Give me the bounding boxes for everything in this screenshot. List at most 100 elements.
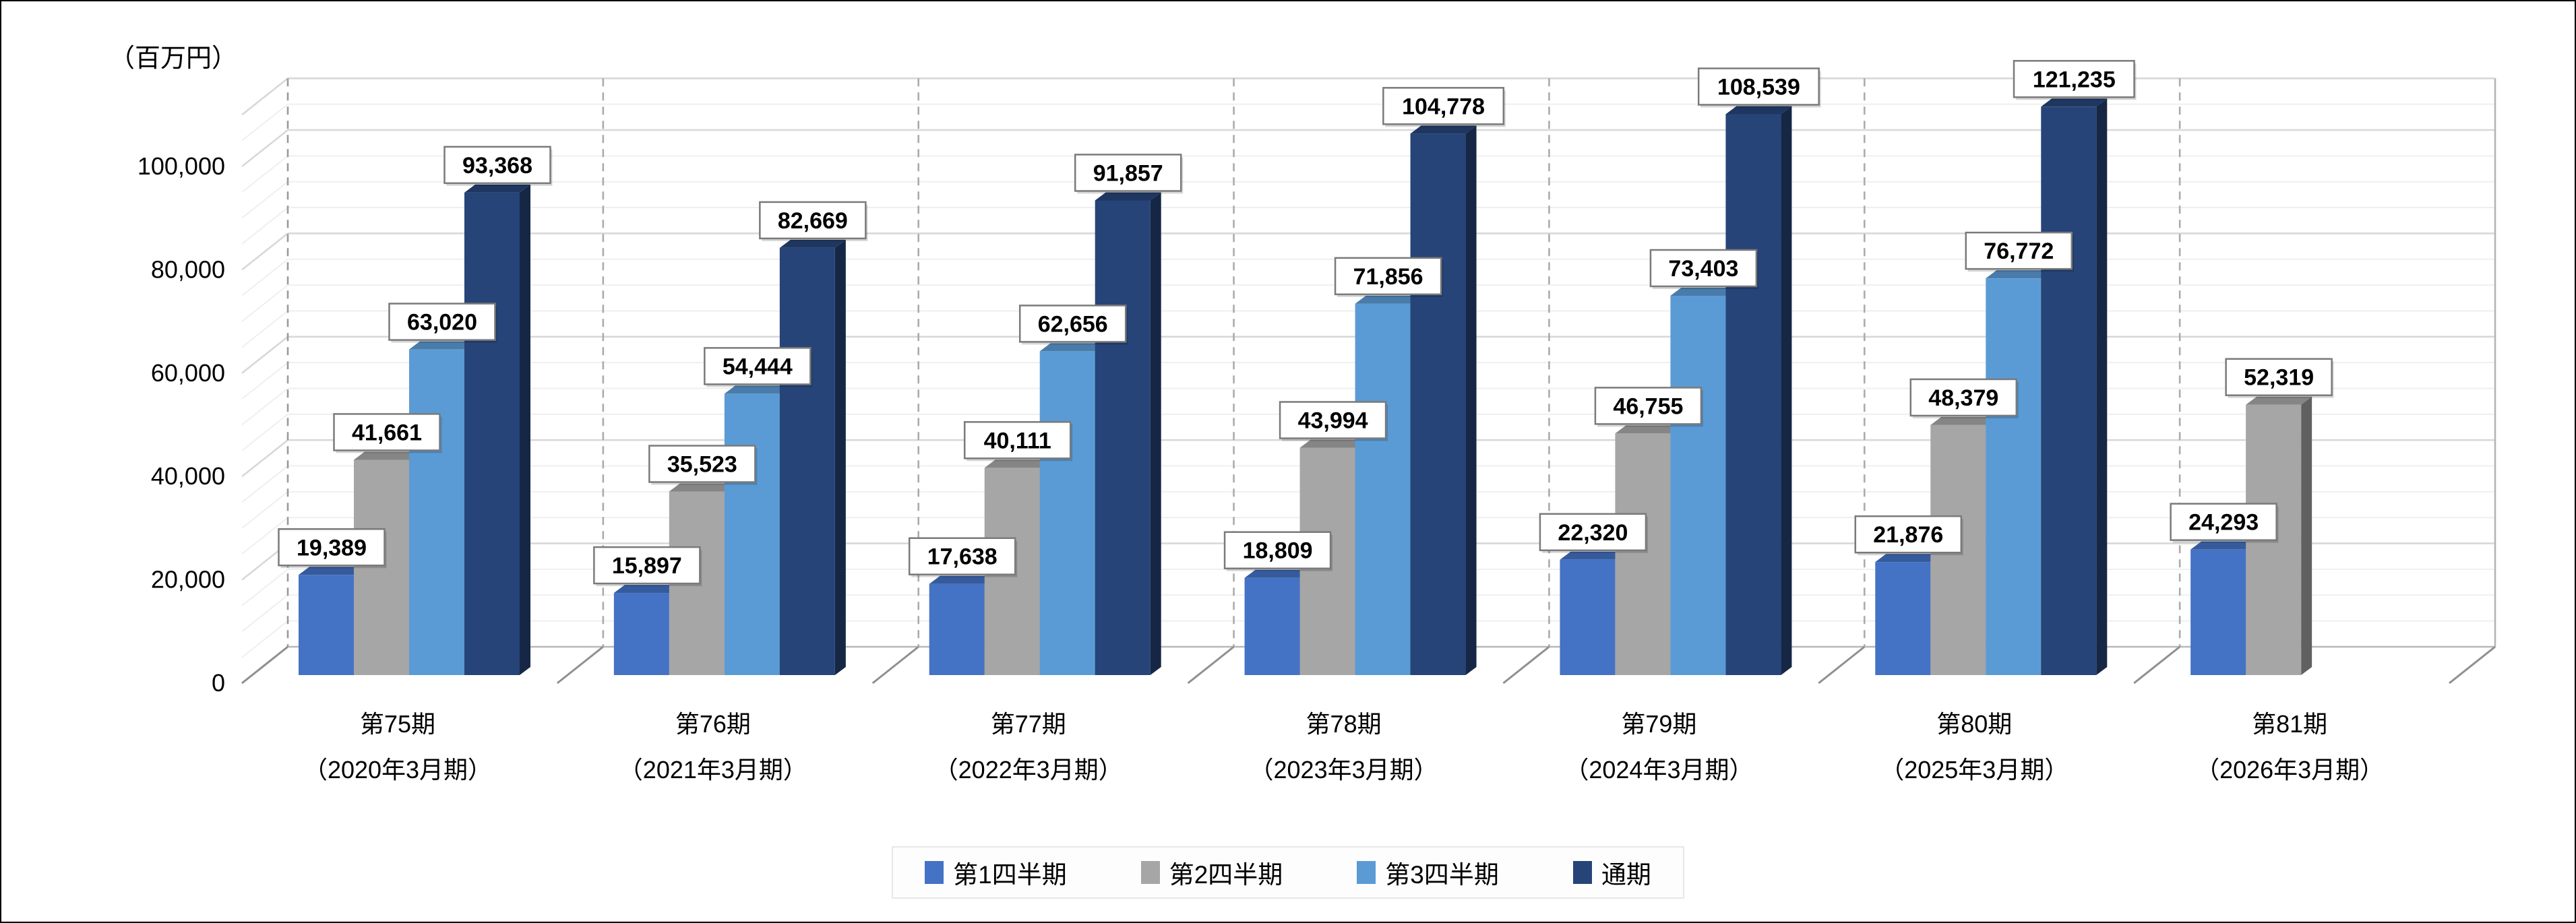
data-label-box [1965,231,2073,270]
data-label: 15,897 [593,546,702,587]
sidewall-diagonal [241,465,288,503]
sidewall-diagonal [241,491,288,529]
data-label: 40,111 [963,421,1073,462]
floor-edge [1187,645,1235,685]
bar-side-face [520,184,530,675]
y-axis-tick-label: 60,000 [151,359,225,387]
bar-top-face [779,239,846,248]
data-label: 46,755 [1594,387,1703,427]
data-label-box [1909,378,2018,417]
data-label-text: 93,368 [462,153,532,179]
bar-side-face [1781,106,1792,676]
bar-top-face [1355,295,1421,304]
sidewall-diagonal [241,258,288,296]
sidewall-diagonal [241,232,288,271]
bar-front-face [409,349,464,675]
sidewall-diagonal [241,77,288,116]
data-labels: 19,389 41,661 63,020 93,368 15,897 35,523 54,4… [278,60,2334,587]
data-label-box [1074,154,1182,192]
data-label-text: 35,523 [667,452,737,478]
data-label: 22,320 [1539,513,1648,553]
bar-side-face [1465,125,1477,676]
axis-labels: （百万円） 0 20,000 40,000 60,000 80,000 100,000 第7… [109,44,2384,784]
legend-swatch-icon [1357,861,1376,884]
y-axis-tick-label: 40,000 [151,462,225,490]
bar-group [1244,125,1477,676]
data-label-text: 104,778 [1402,94,1485,119]
floor-edge [1818,645,1866,685]
sidewall-diagonal [241,362,288,400]
data-label: 52,319 [2225,358,2334,398]
floor-edge [241,645,288,685]
bar-front-face [1725,114,1781,676]
bar-front-face [1244,577,1300,675]
category-label: 第75期 [360,710,435,738]
data-label-box [1854,515,1963,554]
bar-top-face [299,567,365,575]
data-label-text: 15,897 [612,553,682,579]
sidewall-diagonal [241,594,288,633]
sidewall-diagonal [241,129,288,168]
data-label-box [1594,387,1703,425]
legend: 第1四半期 第2四半期 第3四半期 通期 [892,846,1684,899]
bar-top-face [1039,343,1106,352]
bar-top-face [1670,287,1737,296]
bar-front-face [929,583,985,675]
data-label: 108,539 [1697,67,1821,108]
data-label: 41,661 [333,413,442,453]
sidewall-diagonal [241,620,288,658]
data-label-box [2170,503,2277,541]
bar-front-face [1875,562,1931,675]
data-label-box [278,528,386,567]
sidewall-diagonal [241,517,288,555]
data-label-text: 24,293 [2188,510,2259,536]
legend-item-label: 通期 [1601,861,1651,889]
data-label: 121,235 [2013,60,2137,100]
bar-top-face [929,575,995,584]
category-label-year: （2020年3月期） [303,756,492,784]
data-label: 63,020 [388,303,497,343]
data-label: 104,778 [1382,87,1506,127]
bar-front-face [354,459,409,675]
bar-front-face [2190,549,2246,675]
bar-front-face [613,593,669,675]
bar-group [1560,106,1792,676]
category-label: 第81期 [2252,710,2327,738]
y-axis-tick-label: 0 [212,669,225,697]
legend-swatch-icon [1572,861,1592,884]
data-label: 18,809 [1223,531,1333,571]
data-label: 62,656 [1018,305,1128,345]
bar-front-face [779,247,835,675]
category-label: 第76期 [675,710,751,738]
bar-front-face [1986,278,2042,675]
data-label-text: 48,379 [1928,385,1998,411]
floor-edge [2133,645,2181,685]
y-axis-unit-label: （百万円） [109,44,237,73]
data-label-text: 63,020 [407,310,477,336]
sidewall-diagonal [241,284,288,322]
sidewall-diagonal [241,439,288,478]
data-label-text: 18,809 [1243,538,1313,564]
data-label-box [1334,257,1442,296]
sidewall-diagonal [241,207,288,245]
sidewall-diagonal [241,569,288,606]
data-label-box [1649,249,1758,288]
bar-front-face [464,192,520,675]
data-label-box [1382,87,1505,125]
data-label: 82,669 [759,201,868,241]
data-label: 17,638 [908,537,1018,577]
floor-edge [556,645,604,685]
bar-top-face [669,483,735,492]
category-label: 第77期 [991,710,1066,738]
data-label-box [593,546,701,585]
sidewall-diagonal [241,387,288,426]
data-label-text: 17,638 [927,544,998,570]
data-label-text: 40,111 [984,428,1051,453]
bar-top-face [1930,416,1997,425]
legend-item-label: 第3四半期 [1385,861,1499,889]
legend-item: 第1四半期 [925,854,1067,891]
data-label-box [908,537,1016,575]
bar-top-face [2041,98,2108,107]
data-label-text: 41,661 [352,420,422,445]
data-label: 24,293 [2170,503,2279,543]
